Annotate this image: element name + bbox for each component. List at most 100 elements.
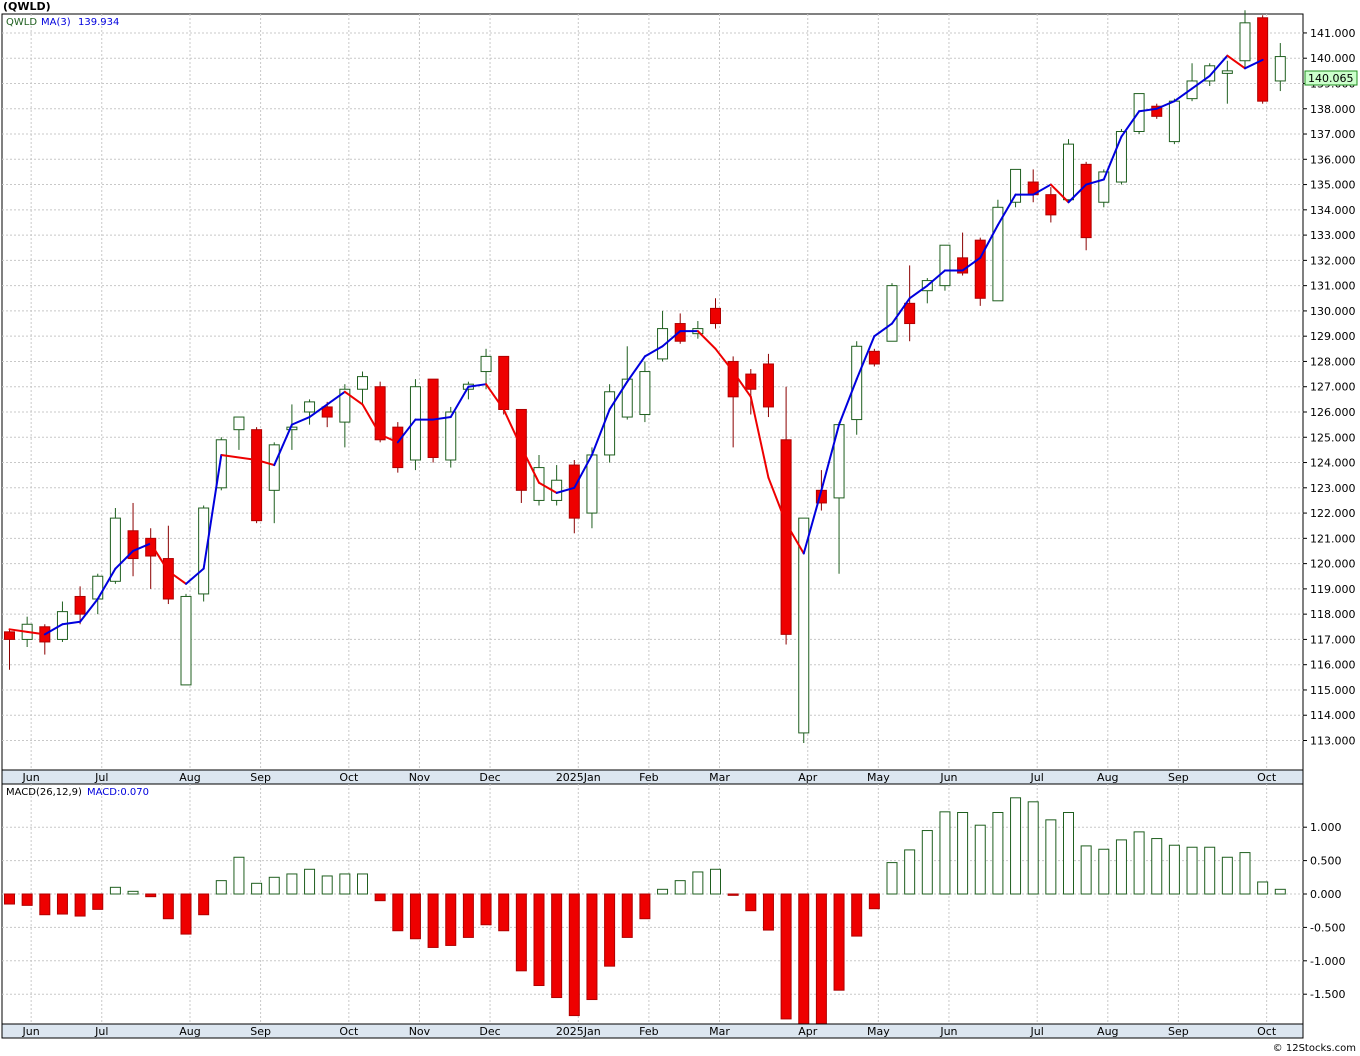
ma-segment — [590, 408, 611, 456]
ma-segment — [1049, 183, 1070, 204]
legend-ma-value: 139.934 — [78, 17, 119, 28]
candle-body — [604, 391, 616, 456]
candle — [180, 593, 192, 686]
candle-body — [639, 371, 651, 416]
ma-segment — [732, 370, 752, 398]
macd-bar — [851, 893, 863, 937]
candle-body — [1045, 194, 1057, 216]
macd-bar — [357, 873, 368, 895]
ma-segment — [838, 378, 858, 426]
macd-bar — [180, 893, 192, 935]
macd-bar — [1151, 838, 1163, 895]
candle — [304, 399, 316, 425]
macd-bar — [4, 893, 15, 905]
macd-bar — [1063, 812, 1074, 895]
price-y-tick-label: 117.000 — [1310, 633, 1356, 646]
candle-body — [92, 575, 104, 600]
candle — [4, 629, 15, 670]
macd-bar — [304, 868, 316, 895]
ma-segment — [290, 416, 311, 426]
price-y-tick-label: 133.000 — [1310, 229, 1356, 242]
candle — [904, 265, 916, 342]
macd-bar — [92, 893, 104, 910]
ma-segment — [626, 355, 646, 383]
ma-line — [8, 54, 1264, 636]
macd-bar — [798, 893, 810, 1025]
candle-body — [1186, 80, 1198, 100]
macd-bar — [551, 893, 563, 999]
ma-segment — [855, 335, 876, 381]
macd-y-tick-label: 0.500 — [1310, 855, 1342, 868]
legend-symbol: QWLD — [6, 17, 37, 28]
candle-body — [374, 386, 386, 441]
candle-body — [339, 388, 351, 423]
price-x-axis: Jun Jul Aug Sep Oct Nov Dec 2025Jan Feb Mar Apr May… — [1, 769, 1304, 785]
macd-bar — [198, 893, 210, 916]
macd-x-tick-label: Sep — [1168, 1025, 1189, 1038]
macd-bar — [568, 893, 580, 1017]
ma-segment — [873, 322, 893, 338]
price-y-tick-label: 130.000 — [1310, 305, 1356, 318]
price-y-tick-label: 114.000 — [1310, 709, 1356, 722]
macd-bar — [1168, 844, 1180, 895]
candle-body — [304, 401, 316, 413]
ma-segment — [343, 390, 364, 406]
candle — [145, 528, 157, 589]
price-panel[interactable]: 113.000 114.000 115.000 116.000 117.000 118.0… — [1, 10, 1358, 771]
candle — [639, 361, 651, 423]
candle — [957, 232, 969, 276]
ma-segment — [1085, 178, 1105, 186]
candle-body — [1274, 56, 1286, 82]
candle — [251, 427, 263, 524]
macd-bar — [604, 893, 616, 967]
footer-credit: © 12Stocks.com — [1273, 1043, 1356, 1054]
candle-body — [1239, 22, 1251, 62]
price-y-tick-label: 141.000 — [1310, 27, 1356, 40]
ma-segment — [61, 620, 82, 626]
macd-x-axis: Jun Jul Aug Sep Oct Nov Dec 2025Jan Feb Mar Apr May… — [1, 1023, 1304, 1039]
candle — [1151, 103, 1163, 119]
price-y-tick-label: 136.000 — [1310, 153, 1356, 166]
candle — [374, 381, 386, 443]
macd-bar — [868, 893, 880, 910]
candle — [1274, 43, 1286, 92]
candle-body — [798, 517, 810, 734]
candle-body — [1151, 105, 1163, 117]
price-y-tick-label: 120.000 — [1310, 558, 1356, 571]
candle-body — [1115, 130, 1127, 183]
candle — [74, 586, 86, 625]
macd-bars — [4, 797, 1286, 1025]
candle — [1045, 187, 1057, 223]
price-x-tick-label: Oct — [339, 771, 359, 784]
candle — [392, 422, 404, 473]
macd-panel[interactable]: 1.000 0.500 0.000 -0.500 -1.000 -1.500 MACD(2… — [1, 783, 1345, 1025]
candle-body — [780, 439, 792, 635]
candle-body — [1168, 100, 1180, 143]
ma-segment — [485, 383, 505, 411]
ma-segment — [749, 395, 770, 479]
candle-body — [762, 363, 774, 408]
ma-segment — [996, 193, 1017, 226]
candle-body — [498, 355, 510, 410]
price-x-tick-label: Jul — [94, 771, 108, 784]
price-x-tick-label: May — [867, 771, 890, 784]
price-y-tick-label: 125.000 — [1310, 431, 1356, 444]
ma-segment — [1138, 107, 1158, 113]
candle-body — [286, 426, 298, 431]
ma-segment — [273, 423, 293, 467]
price-y-tick-label: 137.000 — [1310, 128, 1356, 141]
ma-segment — [573, 453, 593, 489]
candle — [268, 442, 280, 524]
candle — [339, 384, 351, 448]
candle — [357, 371, 368, 405]
candle-body — [886, 285, 898, 342]
candle — [1080, 161, 1092, 251]
macd-bar — [586, 893, 598, 1001]
macd-x-tick-label: 2025Jan — [556, 1025, 601, 1038]
macd-y-tick-label: 1.000 — [1310, 821, 1342, 834]
macd-bar — [745, 893, 757, 912]
candle — [1239, 10, 1251, 69]
ma-segment — [43, 623, 64, 636]
candle — [480, 348, 492, 390]
